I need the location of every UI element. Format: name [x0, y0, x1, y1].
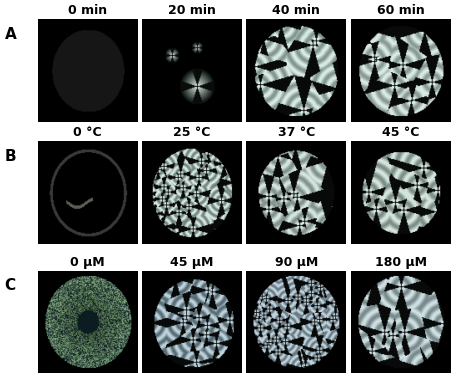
Text: C: C — [5, 278, 16, 293]
Text: 45 μM: 45 μM — [170, 256, 214, 269]
Text: 25 °C: 25 °C — [173, 126, 210, 139]
Text: A: A — [5, 27, 17, 42]
Text: 20 min: 20 min — [168, 4, 216, 17]
Text: 0 μM: 0 μM — [70, 256, 105, 269]
Text: B: B — [5, 149, 17, 163]
Text: 90 μM: 90 μM — [274, 256, 318, 269]
Text: 40 min: 40 min — [272, 4, 320, 17]
Text: 180 μM: 180 μM — [374, 256, 427, 269]
Text: 45 °C: 45 °C — [382, 126, 419, 139]
Text: 60 min: 60 min — [377, 4, 424, 17]
Text: 37 °C: 37 °C — [278, 126, 315, 139]
Text: 0 min: 0 min — [68, 4, 107, 17]
Text: 0 °C: 0 °C — [73, 126, 102, 139]
